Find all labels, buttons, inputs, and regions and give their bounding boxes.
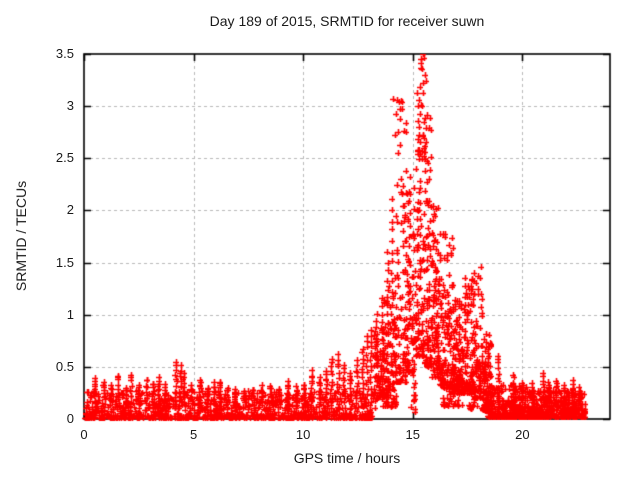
x-tick-label: 10 — [295, 427, 311, 442]
y-tick-label: 1 — [66, 306, 74, 322]
y-tick-label: 2.5 — [55, 150, 74, 166]
y-tick-label: 0 — [66, 411, 74, 426]
chart-title: Day 189 of 2015, SRMTID for receiver suw… — [209, 13, 485, 29]
y-tick-label: 0.5 — [55, 358, 74, 374]
x-axis-label: GPS time / hours — [293, 450, 401, 466]
y-tick-label: 2 — [66, 202, 74, 218]
y-tick-label: 1.5 — [55, 254, 74, 270]
y-tick-label: 3.5 — [55, 46, 74, 61]
y-tick-label: 3 — [66, 98, 74, 114]
x-tick-label: 0 — [80, 427, 88, 442]
y-axis-label: SRMTID / TECUs — [13, 180, 29, 292]
x-tick-label: 20 — [515, 427, 530, 442]
x-tick-label: 15 — [405, 427, 420, 442]
x-tick-label: 5 — [189, 427, 198, 442]
